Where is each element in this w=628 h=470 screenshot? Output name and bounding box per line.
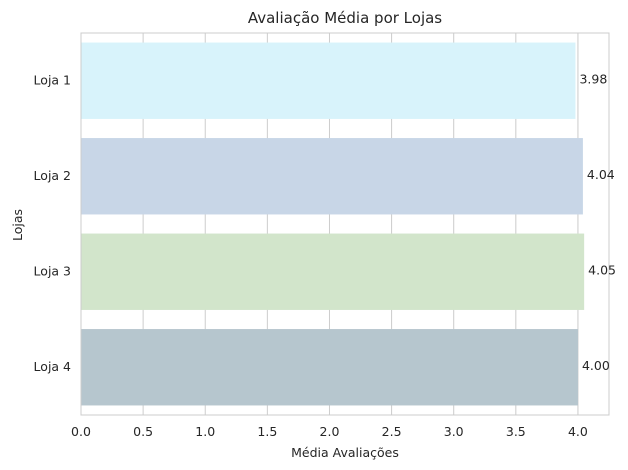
x-tick-label: 1.0 — [195, 424, 215, 439]
bars — [81, 42, 585, 406]
bar-value-labels: 3.98 4.04 4.05 4.00 — [579, 71, 616, 373]
bar-3 — [81, 233, 585, 310]
x-axis-title: Média Avaliações — [291, 445, 399, 460]
x-tick-label: 0.0 — [71, 424, 91, 439]
x-tick-label: 3.0 — [444, 424, 464, 439]
y-category-label: Loja 2 — [34, 168, 71, 183]
x-tick-label: 1.5 — [257, 424, 277, 439]
y-category-label: Loja 4 — [34, 359, 71, 374]
x-tick-label: 0.5 — [133, 424, 153, 439]
plot-frame — [80, 32, 610, 416]
x-tick-label: 3.5 — [506, 424, 526, 439]
bar-value-label: 4.05 — [588, 262, 616, 277]
x-tick-label: 2.5 — [382, 424, 402, 439]
x-axis-ticks: 0.0 0.5 1.0 1.5 2.0 2.5 3.0 3.5 4.0 — [71, 424, 588, 439]
y-category-label: Loja 1 — [34, 72, 71, 87]
bar-1 — [81, 42, 576, 119]
bar-value-label: 3.98 — [579, 71, 607, 86]
y-category-label: Loja 3 — [34, 263, 71, 278]
bar-4 — [81, 329, 578, 406]
x-tick-label: 2.0 — [320, 424, 340, 439]
y-axis-categories: Loja 1 Loja 2 Loja 3 Loja 4 — [34, 72, 71, 374]
y-axis-title: Lojas — [10, 209, 25, 241]
chart-title: Avaliação Média por Lojas — [248, 9, 442, 27]
bar-value-label: 4.00 — [582, 358, 610, 373]
bar-2 — [81, 138, 583, 215]
bar-value-label: 4.04 — [587, 167, 615, 182]
x-tick-label: 4.0 — [568, 424, 588, 439]
